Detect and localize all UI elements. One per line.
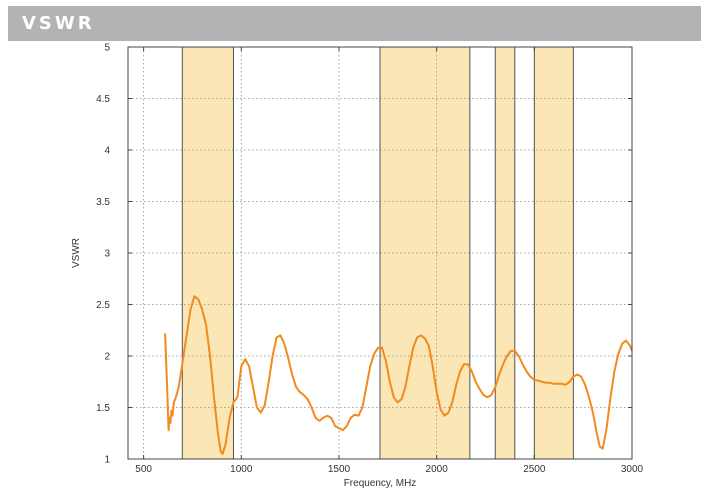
vswr-curve: [164, 295, 633, 455]
page-header: VSWR: [8, 6, 701, 41]
y-tick-label-5: 3.5: [96, 197, 110, 208]
page-title: VSWR: [22, 13, 95, 34]
x-axis-label: Frequency, MHz: [344, 478, 417, 489]
axis-ticks: [128, 46, 633, 460]
y-tick-label-0: 1: [104, 455, 110, 466]
x-tick-label-3: 2000: [426, 464, 449, 475]
x-tick-label-0: 500: [135, 464, 152, 475]
y-tick-label-8: 5: [104, 43, 110, 54]
x-tick-label-2: 1500: [328, 464, 351, 475]
y-tick-label-2: 2: [104, 352, 110, 363]
x-tick-label-1: 1000: [230, 464, 253, 475]
y-tick-label-6: 4: [104, 146, 110, 157]
x-tick-labels: 500 1000 1500 2000 2500 3000: [135, 464, 643, 475]
y-tick-label-4: 3: [104, 249, 110, 260]
band-0: [182, 47, 234, 459]
x-tick-label-4: 2500: [523, 464, 546, 475]
band-edge-lines: [181, 47, 574, 459]
y-axis-label: VSWR: [71, 238, 82, 268]
x-tick-label-5: 3000: [621, 464, 644, 475]
y-tick-label-7: 4.5: [96, 94, 110, 105]
y-tick-labels: 1 1.5 2 2.5 3 3.5 4 4.5 5: [96, 43, 110, 466]
y-tick-label-1: 1.5: [96, 403, 110, 414]
y-tick-label-3: 2.5: [96, 300, 110, 311]
